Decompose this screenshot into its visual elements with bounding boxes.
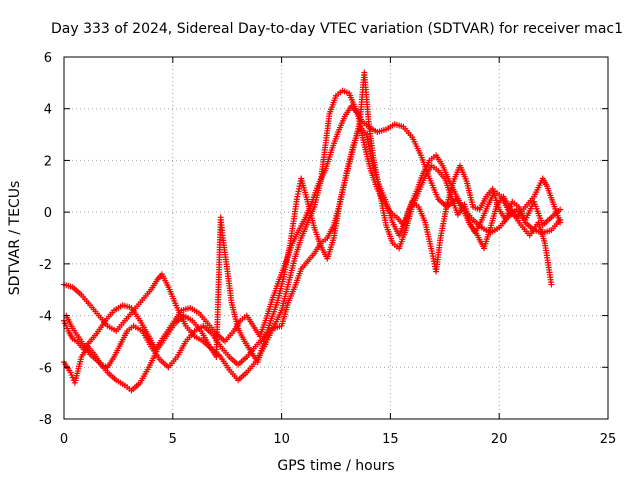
- y-tick-label: 4: [44, 103, 52, 118]
- x-tick-label: 25: [600, 432, 617, 447]
- x-tick-label: 15: [382, 432, 399, 447]
- y-tick-label: 6: [44, 51, 52, 66]
- y-tick-label: -8: [39, 413, 52, 428]
- x-tick-label: 10: [273, 432, 290, 447]
- plot-frame: [63, 56, 609, 420]
- data-point: [557, 219, 564, 226]
- data-point: [557, 206, 564, 213]
- axis-ticks: 0 5 10 15 20 25 -8 -6 -4 -2 0 2 4 6: [39, 51, 616, 447]
- chart-title: Day 333 of 2024, Sidereal Day-to-day VTE…: [51, 21, 623, 37]
- y-axis-label: SDTVAR / TECUs: [7, 181, 23, 296]
- x-tick-label: 20: [491, 432, 508, 447]
- series-track-4: [61, 103, 564, 353]
- data-points: [61, 69, 564, 394]
- grid-lines: [64, 57, 608, 419]
- y-tick-label: -2: [39, 258, 52, 273]
- x-tick-label: 5: [169, 432, 177, 447]
- x-axis-label: GPS time / hours: [277, 458, 394, 474]
- y-tick-label: -4: [39, 310, 52, 325]
- y-tick-label: -6: [39, 361, 52, 376]
- y-tick-label: 0: [44, 206, 52, 221]
- y-tick-label: 2: [44, 154, 52, 169]
- data-point: [548, 281, 555, 288]
- x-tick-label: 0: [60, 432, 68, 447]
